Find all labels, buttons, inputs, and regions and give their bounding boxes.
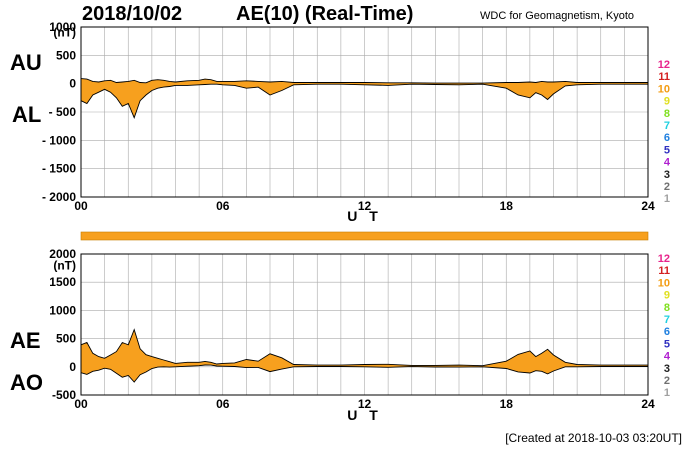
- p2-station-count: 9: [664, 290, 670, 302]
- p1-series-au-line: [80, 78, 648, 84]
- p2-x-axis-label: U T: [347, 407, 382, 423]
- p2-station-count: 1: [664, 387, 670, 399]
- p2-x-tick-label: 18: [500, 397, 514, 411]
- created-timestamp: [Created at 2018-10-03 03:20UT]: [505, 431, 682, 445]
- p1-station-count: 4: [664, 157, 671, 169]
- p2-station-count: 3: [664, 363, 670, 375]
- p2-x-tick-label: 12: [358, 397, 372, 411]
- p1-frame: [80, 26, 649, 198]
- p1-station-count: 7: [664, 120, 670, 132]
- p1-x-tick-label: 06: [216, 199, 230, 213]
- panel2-lower-label: AO: [10, 370, 43, 395]
- p1-x-tick-label: 24: [641, 199, 655, 213]
- p1-station-count: 10: [658, 83, 670, 95]
- p1-y-tick-label: (nT): [53, 26, 76, 40]
- p2-station-count: 11: [658, 265, 670, 277]
- p1-x-tick-label: 00: [74, 199, 88, 213]
- p2-y-tick-label: 1500: [49, 275, 76, 289]
- p2-y-tick-label: 500: [56, 332, 76, 346]
- chart-title: AE(10) (Real-Time): [236, 3, 414, 25]
- data-source: WDC for Geomagnetism, Kyoto: [480, 10, 635, 22]
- p1-station-count: 9: [664, 96, 670, 108]
- p1-y-tick-label: - 2000: [42, 190, 76, 204]
- p2-station-count: 2: [664, 375, 670, 387]
- station-availability-bar: [80, 231, 649, 241]
- p2-series-ae-line: [80, 328, 648, 367]
- p2-y-tick-label: 2000: [49, 247, 76, 261]
- p1-y-tick-label: - 500: [49, 105, 77, 119]
- p1-station-count: 2: [664, 181, 670, 193]
- p2-frame: [80, 253, 649, 396]
- p1-series-al-line: [80, 83, 648, 119]
- p1-y-tick-label: 1000: [49, 20, 76, 34]
- p2-station-count: 10: [658, 277, 670, 289]
- p2-y-tick-label: (nT): [53, 258, 76, 272]
- p1-y-tick-label: 500: [56, 48, 76, 62]
- p2-x-tick-label: 00: [74, 397, 88, 411]
- p1-y-tick-label: - 1500: [42, 162, 76, 176]
- p2-y-tick-label: 0: [69, 360, 76, 374]
- p2-x-tick-label: 06: [216, 397, 230, 411]
- p1-y-tick-label: - 1000: [42, 133, 76, 147]
- p2-x-tick-label: 24: [641, 397, 655, 411]
- p1-station-count: 5: [664, 144, 670, 156]
- p1-x-tick-label: 12: [358, 199, 372, 213]
- p1-y-tick-label: 0: [69, 77, 76, 91]
- p2-station-count: 8: [664, 302, 670, 314]
- p2-station-count: 12: [658, 253, 670, 265]
- p2-y-tick-label: 1000: [49, 303, 76, 317]
- p1-station-count: 12: [658, 59, 670, 71]
- p2-station-count: 5: [664, 338, 670, 350]
- p1-station-count: 6: [664, 132, 670, 144]
- chart-date: 2018/10/02: [82, 3, 183, 25]
- p1-station-count: 8: [664, 108, 670, 120]
- panel1-upper-label: AU: [10, 50, 42, 75]
- p2-station-count: 4: [664, 351, 671, 363]
- p1-station-count: 11: [658, 71, 670, 83]
- panel1-lower-label: AL: [12, 102, 42, 127]
- p2-series-ao-line: [80, 364, 648, 383]
- p2-station-count: 7: [664, 314, 670, 326]
- p1-x-axis-label: U T: [347, 208, 382, 224]
- p2-station-count: 6: [664, 326, 670, 338]
- p1-station-count: 3: [664, 169, 670, 181]
- p2-y-tick-label: -500: [52, 388, 76, 402]
- p1-x-tick-label: 18: [500, 199, 514, 213]
- panel2-upper-label: AE: [10, 328, 41, 353]
- p1-station-count: 1: [664, 193, 670, 205]
